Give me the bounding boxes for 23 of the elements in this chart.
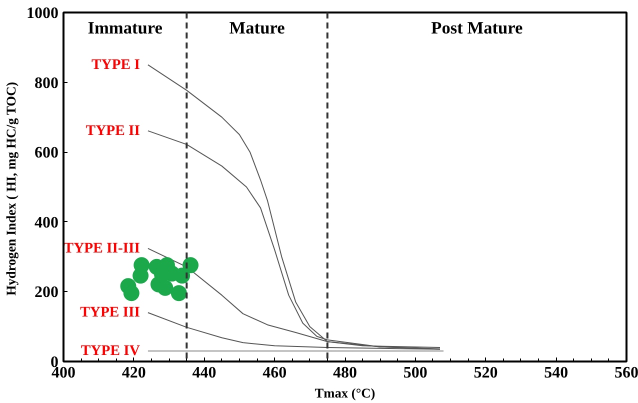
y-tick-label: 400	[34, 214, 58, 232]
annotation: Mature	[229, 18, 286, 38]
series-label: TYPE III	[80, 304, 140, 321]
x-tick-label: 480	[333, 364, 357, 382]
y-axis-title: Hydrogen Index ( HI, mg HC/g TOC)	[4, 82, 18, 296]
x-tick-label: 560	[614, 364, 638, 382]
x-tick-label: 500	[403, 364, 428, 382]
annotation: Immature	[88, 18, 163, 38]
x-tick-label: 520	[474, 364, 498, 382]
annotation: Post Mature	[431, 18, 524, 38]
y-tick-label: 200	[34, 284, 58, 302]
series-label: TYPE II-III	[64, 240, 140, 256]
y-tick-label: 600	[34, 144, 58, 162]
x-axis-title: Tmax (°C)	[314, 386, 376, 400]
series-label: TYPE IV	[80, 343, 140, 360]
x-tick-label: 540	[544, 364, 568, 382]
x-tick-label: 420	[122, 364, 146, 382]
y-tick-label: 800	[34, 74, 58, 92]
y-tick-label: 1000	[26, 5, 58, 22]
series-label: TYPE I	[91, 56, 140, 73]
x-tick-label: 440	[192, 364, 216, 382]
series-label: TYPE II	[86, 122, 140, 139]
x-tick-label: 460	[262, 364, 287, 382]
